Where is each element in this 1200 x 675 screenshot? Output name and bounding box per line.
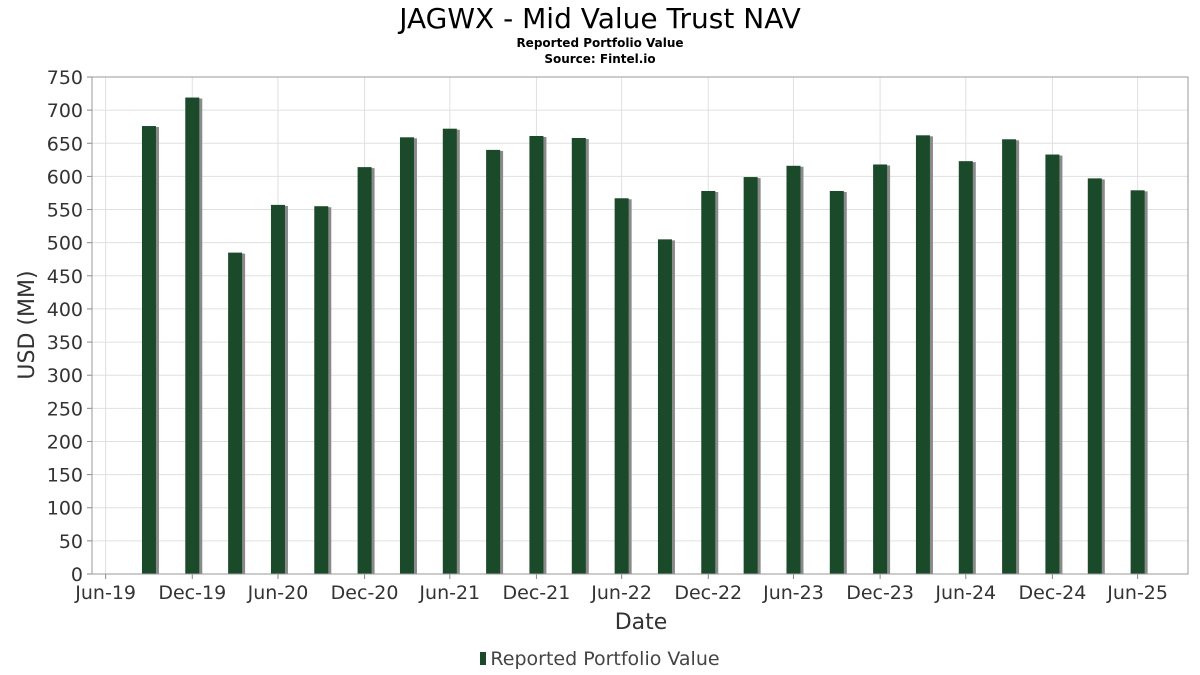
plot-border bbox=[91, 76, 1189, 575]
legend: Reported Portfolio Value bbox=[0, 648, 1200, 670]
bar bbox=[915, 135, 930, 574]
y-tick-label: 550 bbox=[47, 200, 83, 222]
bar bbox=[185, 97, 200, 574]
x-tick-label: Dec-22 bbox=[674, 582, 742, 604]
x-tick-label: Dec-23 bbox=[846, 582, 914, 604]
y-tick-label: 450 bbox=[47, 266, 83, 288]
y-tick-label: 0 bbox=[71, 564, 83, 586]
bar bbox=[829, 190, 844, 574]
y-tick-label: 200 bbox=[47, 431, 83, 453]
bar bbox=[228, 252, 243, 574]
bar bbox=[614, 198, 629, 574]
x-tick-label: Jun-20 bbox=[247, 582, 309, 604]
y-tick-label: 250 bbox=[47, 398, 83, 420]
x-tick-label: Jun-25 bbox=[1106, 582, 1168, 604]
x-tick-label: Dec-20 bbox=[331, 582, 399, 604]
bar-layer bbox=[141, 97, 1148, 575]
y-tick-label: 700 bbox=[47, 100, 83, 122]
bar bbox=[701, 190, 716, 574]
y-tick-label: 100 bbox=[47, 498, 83, 520]
legend-label: Reported Portfolio Value bbox=[490, 648, 720, 670]
y-tick-label: 650 bbox=[47, 133, 83, 155]
axis-layer: 0 50 100 150 200 250 300 350 400 450 500 550 600 650 7… bbox=[47, 67, 1189, 604]
bar bbox=[442, 128, 457, 575]
bar bbox=[1130, 190, 1145, 575]
legend-swatch bbox=[480, 652, 487, 665]
chart-source: Source: Fintel.io bbox=[544, 52, 656, 66]
bar bbox=[399, 137, 414, 574]
bar bbox=[314, 206, 329, 574]
x-tick-label: Jun-23 bbox=[762, 582, 824, 604]
bar bbox=[529, 135, 544, 574]
bar bbox=[1045, 154, 1060, 575]
x-tick-label: Jun-21 bbox=[418, 582, 480, 604]
y-tick-label: 500 bbox=[47, 233, 83, 255]
bar bbox=[141, 126, 156, 575]
bar bbox=[657, 239, 672, 574]
bar bbox=[743, 177, 758, 574]
y-tick-label: 400 bbox=[47, 299, 83, 321]
bar bbox=[270, 204, 285, 575]
x-tick-label: Dec-19 bbox=[158, 582, 226, 604]
bar bbox=[958, 161, 973, 574]
x-tick-label: Jun-22 bbox=[590, 582, 652, 604]
y-tick-label: 150 bbox=[47, 465, 83, 487]
bar bbox=[486, 149, 501, 575]
x-tick-label: Jun-24 bbox=[934, 582, 996, 604]
chart-subtitle: Reported Portfolio Value bbox=[516, 36, 684, 50]
y-tick-label: 50 bbox=[59, 531, 83, 553]
grid-layer bbox=[92, 76, 1188, 575]
x-axis-label: Date bbox=[615, 610, 668, 635]
y-tick-label: 600 bbox=[47, 166, 83, 188]
y-tick-label: 350 bbox=[47, 332, 83, 354]
x-tick-label: Jun-19 bbox=[74, 582, 136, 604]
y-tick-label: 750 bbox=[47, 67, 83, 89]
bar bbox=[873, 164, 888, 575]
bar bbox=[571, 137, 586, 574]
bar bbox=[1087, 178, 1102, 574]
chart-title: JAGWX - Mid Value Trust NAV bbox=[399, 2, 801, 35]
y-axis-label: USD (MM) bbox=[15, 270, 40, 379]
bar bbox=[786, 165, 801, 574]
bar bbox=[1002, 139, 1017, 575]
bar bbox=[357, 167, 372, 574]
x-tick-label: Dec-24 bbox=[1019, 582, 1087, 604]
x-tick-label: Dec-21 bbox=[503, 582, 571, 604]
y-tick-label: 300 bbox=[47, 365, 83, 387]
